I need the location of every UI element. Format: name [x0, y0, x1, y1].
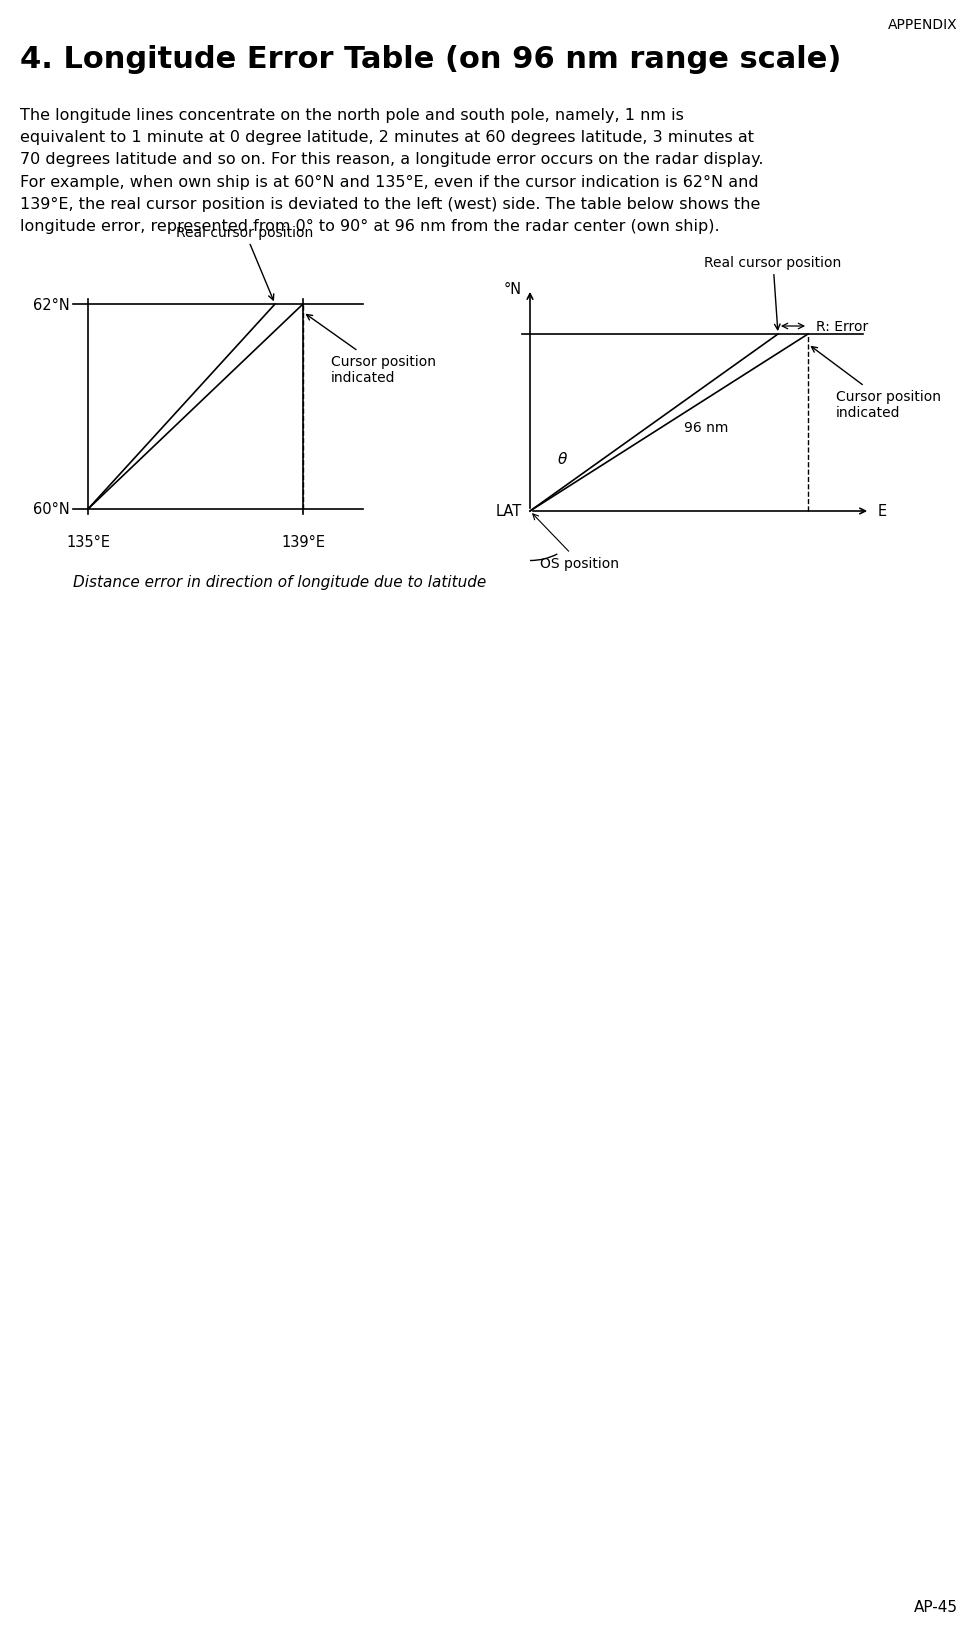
Text: 60°N: 60°N	[33, 503, 70, 517]
Text: APPENDIX: APPENDIX	[887, 18, 957, 33]
Text: E: E	[877, 504, 886, 519]
Text: OS position: OS position	[532, 514, 618, 571]
Text: 139°E: 139°E	[280, 535, 324, 550]
Text: θ: θ	[558, 452, 567, 467]
Text: Real cursor position: Real cursor position	[703, 256, 841, 330]
Text: LAT: LAT	[495, 504, 522, 519]
Text: 62°N: 62°N	[33, 297, 70, 312]
Text: The longitude lines concentrate on the north pole and south pole, namely, 1 nm i: The longitude lines concentrate on the n…	[20, 108, 763, 233]
Text: AP-45: AP-45	[913, 1599, 957, 1614]
Text: R: Error: R: Error	[815, 320, 868, 335]
Text: 96 nm: 96 nm	[683, 421, 728, 436]
Text: Real cursor position: Real cursor position	[176, 225, 314, 300]
Text: 135°E: 135°E	[65, 535, 109, 550]
Text: Cursor position
indicated: Cursor position indicated	[811, 348, 940, 419]
Text: °N: °N	[503, 282, 522, 297]
Text: 4. Longitude Error Table (on 96 nm range scale): 4. Longitude Error Table (on 96 nm range…	[20, 46, 840, 73]
Text: Cursor position
indicated: Cursor position indicated	[306, 315, 436, 385]
Text: Distance error in direction of longitude due to latitude: Distance error in direction of longitude…	[73, 574, 487, 589]
